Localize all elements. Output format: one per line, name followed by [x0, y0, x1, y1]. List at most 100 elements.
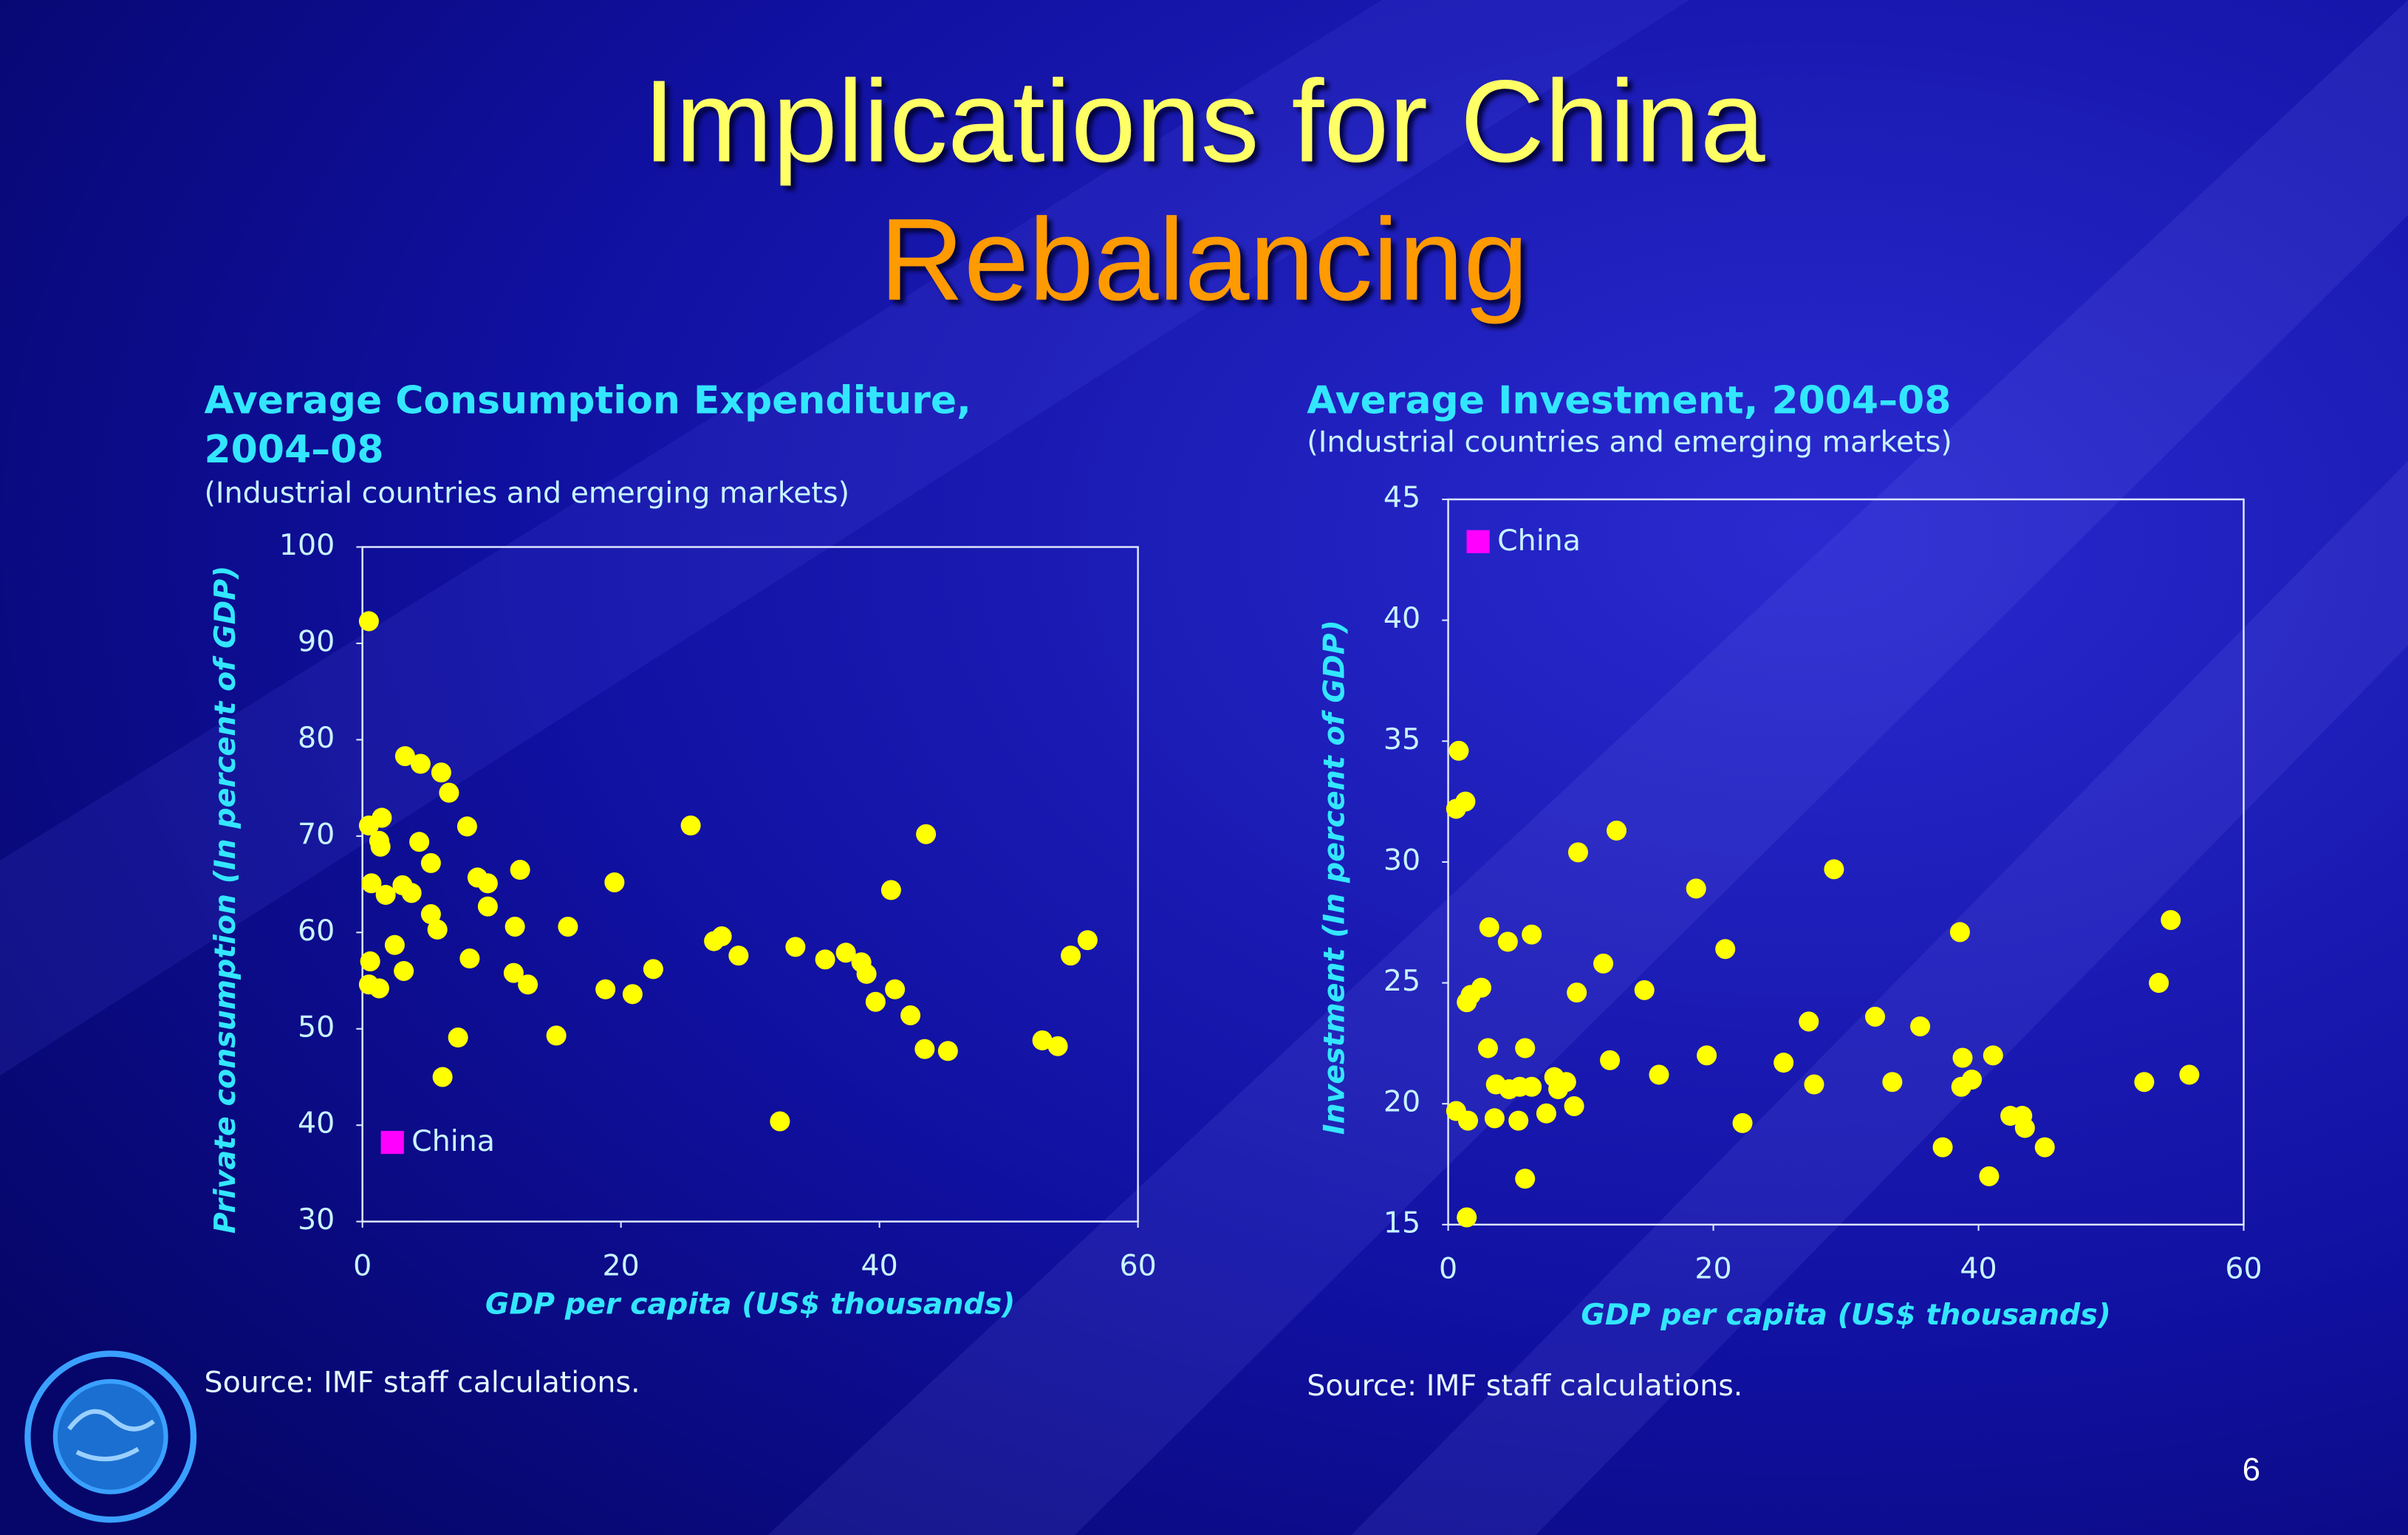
data-point: [369, 978, 389, 999]
data-point: [680, 815, 701, 836]
imf-logo: [24, 1350, 197, 1523]
chart-title: Average Investment, 2004–08: [1307, 377, 1952, 423]
data-point: [785, 937, 806, 957]
data-point: [431, 762, 451, 783]
data-point: [1882, 1072, 1903, 1093]
data-point: [1047, 1036, 1068, 1056]
chart-subtitle: (Industrial countries and emerging marke…: [1307, 425, 1952, 459]
data-point: [1686, 878, 1706, 899]
x-axis-label: GDP per capita (US$ thousands): [1581, 1298, 2110, 1332]
data-point: [1455, 791, 1476, 812]
legend-swatch: [380, 1130, 404, 1155]
data-point: [1077, 930, 1098, 951]
data-point: [1536, 1103, 1556, 1124]
data-point: [1732, 1112, 1753, 1133]
y-tick-label: 15: [1383, 1206, 1420, 1240]
data-point: [2034, 1137, 2055, 1158]
data-point: [1600, 1050, 1621, 1070]
data-point: [2161, 909, 2181, 930]
data-point: [503, 963, 524, 983]
data-point: [518, 974, 538, 995]
data-point: [770, 1111, 790, 1132]
data-point: [420, 852, 441, 873]
data-point: [1773, 1053, 1794, 1073]
data-point: [1479, 917, 1499, 937]
chart-title-box: Average Consumption Expenditure, 2004–08: [204, 377, 971, 472]
y-axis-label: Investment (In percent of GDP): [1317, 620, 1351, 1135]
chart-title: Average Consumption Expenditure, 2004–08: [204, 377, 971, 472]
data-point: [728, 946, 749, 966]
data-point: [835, 943, 856, 963]
data-point: [1477, 1038, 1498, 1059]
data-point: [558, 916, 578, 937]
data-point: [1824, 859, 1844, 880]
data-point: [643, 959, 663, 980]
data-point: [1649, 1064, 1669, 1085]
data-point: [1607, 820, 1627, 841]
data-point: [2014, 1118, 2035, 1138]
data-point: [1471, 977, 1491, 998]
data-point: [1932, 1137, 1953, 1158]
data-point: [1556, 1072, 1576, 1093]
y-tick-label: 45: [1383, 481, 1420, 515]
data-point: [1865, 1006, 1886, 1027]
data-point: [448, 1027, 468, 1048]
data-point: [2179, 1064, 2200, 1085]
data-point: [1061, 946, 1081, 966]
data-point: [1515, 1038, 1536, 1059]
data-point: [1979, 1166, 2000, 1186]
data-point: [459, 948, 480, 969]
data-point: [1522, 1076, 1542, 1097]
data-point: [420, 904, 441, 925]
legend-label: China: [411, 1124, 495, 1158]
y-tick-label: 100: [279, 528, 335, 562]
data-point: [1564, 1095, 1584, 1116]
chart-title-box: Average Investment, 2004–08: [1307, 377, 1952, 423]
data-point: [1799, 1011, 1819, 1032]
data-point: [1983, 1045, 2003, 1066]
y-tick-label: 25: [1383, 964, 1420, 998]
y-tick-label: 30: [298, 1203, 335, 1237]
data-point: [1457, 1207, 1477, 1228]
y-tick-label: 40: [1383, 601, 1420, 635]
data-point: [510, 859, 530, 881]
x-tick-label: 0: [1439, 1252, 1457, 1286]
x-tick-label: 0: [353, 1249, 372, 1283]
data-point: [916, 824, 937, 844]
data-point: [477, 896, 498, 917]
data-point: [504, 916, 525, 937]
data-point: [865, 991, 886, 1012]
data-point: [1949, 922, 1970, 943]
chart: Average Investment, 2004–08(Industrial c…: [1307, 377, 2262, 1403]
page-number: 6: [2243, 1452, 2260, 1488]
data-point: [375, 884, 396, 905]
data-point: [1567, 842, 1588, 863]
data-point: [2149, 973, 2169, 994]
data-point: [410, 753, 431, 774]
data-point: [880, 880, 901, 900]
data-point: [361, 873, 382, 894]
data-point: [1697, 1045, 1717, 1066]
data-point: [1484, 1108, 1505, 1129]
data-point: [409, 832, 430, 852]
data-point: [394, 746, 415, 767]
data-point: [900, 1005, 921, 1026]
x-tick-label: 60: [2225, 1252, 2262, 1286]
y-tick-label: 60: [298, 914, 335, 948]
data-point: [622, 984, 643, 1005]
data-point: [432, 1067, 453, 1087]
data-point: [384, 934, 405, 955]
x-tick-label: 20: [603, 1249, 640, 1283]
y-tick-label: 30: [1383, 843, 1420, 877]
data-point: [401, 883, 422, 903]
y-tick-label: 50: [298, 1010, 335, 1044]
data-point: [358, 611, 379, 632]
data-point: [1522, 924, 1542, 945]
y-tick-label: 35: [1383, 722, 1420, 756]
data-point: [439, 782, 459, 803]
legend-swatch: [1466, 530, 1490, 553]
legend-label: China: [1497, 524, 1581, 558]
data-point: [856, 963, 877, 984]
